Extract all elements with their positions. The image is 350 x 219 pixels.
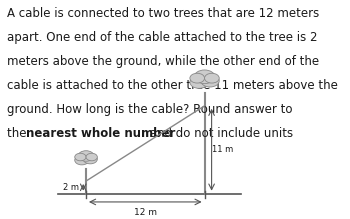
Text: A cable is connected to two trees that are 12 meters: A cable is connected to two trees that a…	[7, 7, 319, 20]
Ellipse shape	[78, 151, 94, 161]
Ellipse shape	[75, 153, 86, 161]
Ellipse shape	[201, 75, 219, 87]
Ellipse shape	[75, 155, 89, 165]
Ellipse shape	[86, 153, 97, 161]
Text: cable is attached to the other tree 11 meters above the: cable is attached to the other tree 11 m…	[7, 79, 338, 92]
Text: ground. How long is the cable? Round answer to: ground. How long is the cable? Round ans…	[7, 103, 293, 116]
Text: apart. One end of the cable attached to the tree is 2: apart. One end of the cable attached to …	[7, 31, 317, 44]
Text: 11 m: 11 m	[212, 145, 233, 154]
Ellipse shape	[83, 154, 97, 164]
Text: meters above the ground, while the other end of the: meters above the ground, while the other…	[7, 55, 319, 68]
Ellipse shape	[190, 73, 204, 83]
Text: nearest whole number: nearest whole number	[26, 127, 175, 140]
Text: the: the	[7, 127, 30, 140]
Ellipse shape	[190, 76, 208, 88]
Text: 2 m: 2 m	[63, 183, 78, 192]
Ellipse shape	[194, 70, 215, 84]
Text: and do not include units: and do not include units	[146, 127, 293, 140]
Ellipse shape	[204, 73, 219, 83]
Text: 12 m: 12 m	[134, 208, 157, 217]
